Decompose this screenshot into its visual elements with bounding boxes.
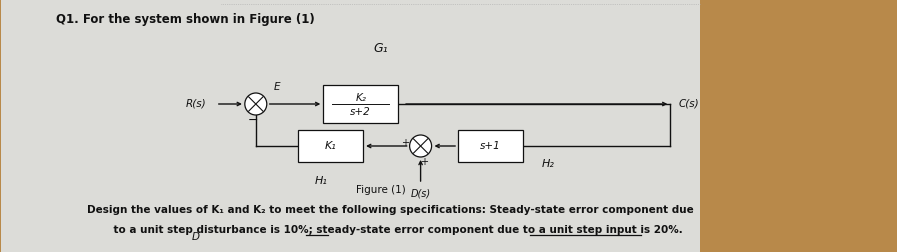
Text: s+1: s+1: [480, 141, 501, 151]
Text: Figure (1): Figure (1): [356, 185, 405, 195]
Text: K₁: K₁: [325, 141, 336, 151]
Text: D(s): D(s): [411, 188, 431, 198]
Text: D: D: [192, 232, 200, 242]
Circle shape: [410, 135, 431, 157]
Text: +: +: [420, 157, 428, 167]
Text: R(s): R(s): [186, 99, 206, 109]
Text: +: +: [401, 138, 409, 148]
Text: s+2: s+2: [351, 107, 371, 117]
Text: C(s): C(s): [678, 99, 699, 109]
Bar: [323, 85, 398, 123]
Text: E: E: [274, 82, 280, 92]
Circle shape: [245, 93, 266, 115]
Text: H₂: H₂: [542, 159, 554, 169]
Bar: [298, 130, 363, 162]
Text: to a unit step disturbance is 10%; steady-state error component due to a unit st: to a unit step disturbance is 10%; stead…: [99, 225, 683, 235]
Text: H₁: H₁: [314, 176, 327, 186]
Text: −: −: [248, 113, 258, 127]
Text: Q1. For the system shown in Figure (1): Q1. For the system shown in Figure (1): [56, 14, 315, 26]
Bar: [458, 130, 523, 162]
Bar: [1, 0, 700, 252]
Text: K₂: K₂: [355, 93, 366, 103]
Text: G₁: G₁: [373, 43, 388, 55]
Text: Design the values of K₁ and K₂ to meet the following specifications: Steady-stat: Design the values of K₁ and K₂ to meet t…: [87, 205, 694, 215]
